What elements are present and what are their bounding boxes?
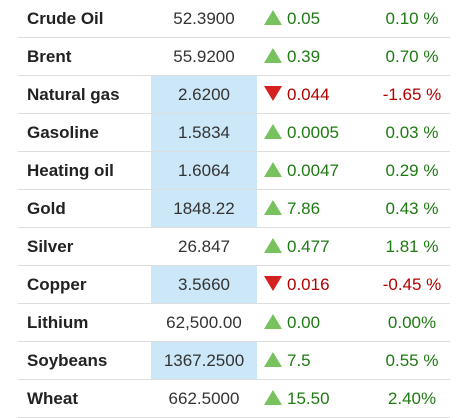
commodity-change: 0.05 xyxy=(257,0,374,38)
commodity-price: 55.9200 xyxy=(151,37,257,76)
change-value: 0.044 xyxy=(287,84,330,104)
commodity-change: 0.39 xyxy=(257,37,374,76)
triangle-up-icon xyxy=(264,161,282,177)
commodity-price: 62,500.00 xyxy=(151,303,257,342)
change-value: 0.00 xyxy=(287,312,321,332)
commodity-name[interactable]: Crude Oil xyxy=(18,0,151,38)
commodity-change: 0.477 xyxy=(257,227,374,266)
change-percent: 0.10 % xyxy=(374,0,450,38)
triangle-up-icon xyxy=(264,389,282,405)
triangle-up-icon xyxy=(264,9,282,25)
triangle-down-icon xyxy=(264,85,282,101)
commodity-price: 1.6064 xyxy=(151,151,257,190)
commodity-row[interactable]: Natural gas 2.6200 0.044 -1.65 % xyxy=(18,75,450,114)
commodity-row[interactable]: Soybeans 1367.2500 7.5 0.55 % xyxy=(18,341,450,380)
triangle-up-icon xyxy=(264,199,282,215)
commodity-name[interactable]: Gasoline xyxy=(18,113,151,152)
commodity-name[interactable]: Silver xyxy=(18,227,151,266)
change-value: 0.05 xyxy=(287,8,321,28)
commodity-change: 0.0005 xyxy=(257,113,374,152)
commodity-name[interactable]: Wheat xyxy=(18,379,151,418)
commodity-change: 0.0047 xyxy=(257,151,374,190)
commodity-price: 1848.22 xyxy=(151,189,257,228)
commodity-row[interactable]: Silver 26.847 0.477 1.81 % xyxy=(18,227,450,266)
change-value: 0.0005 xyxy=(287,122,339,142)
commodity-name[interactable]: Gold xyxy=(18,189,151,228)
commodity-row[interactable]: Gold 1848.22 7.86 0.43 % xyxy=(18,189,450,228)
change-percent: 0.29 % xyxy=(374,151,450,190)
triangle-up-icon xyxy=(264,47,282,63)
commodity-price: 3.5660 xyxy=(151,265,257,304)
commodity-change: 0.00 xyxy=(257,303,374,342)
change-percent: 2.40% xyxy=(374,379,450,418)
commodity-row[interactable]: Wheat 662.5000 15.50 2.40% xyxy=(18,379,450,418)
triangle-up-icon xyxy=(264,313,282,329)
commodity-name[interactable]: Heating oil xyxy=(18,151,151,190)
commodity-price: 1.5834 xyxy=(151,113,257,152)
change-percent: -0.45 % xyxy=(374,265,450,304)
change-value: 0.0047 xyxy=(287,160,339,180)
commodity-change: 0.044 xyxy=(257,75,374,114)
change-percent: 0.55 % xyxy=(374,341,450,380)
commodity-quotes-body: Crude Oil 52.3900 0.05 0.10 % Brent 55.9200 0.… xyxy=(18,0,450,418)
commodity-name[interactable]: Lithium xyxy=(18,303,151,342)
commodity-name[interactable]: Natural gas xyxy=(18,75,151,114)
commodity-price: 26.847 xyxy=(151,227,257,266)
triangle-down-icon xyxy=(264,275,282,291)
commodity-row[interactable]: Brent 55.9200 0.39 0.70 % xyxy=(18,37,450,76)
change-percent: 0.03 % xyxy=(374,113,450,152)
change-percent: -1.65 % xyxy=(374,75,450,114)
commodity-price: 662.5000 xyxy=(151,379,257,418)
commodity-row[interactable]: Copper 3.5660 0.016 -0.45 % xyxy=(18,265,450,304)
commodity-change: 15.50 xyxy=(257,379,374,418)
commodity-price: 2.6200 xyxy=(151,75,257,114)
commodity-row[interactable]: Crude Oil 52.3900 0.05 0.10 % xyxy=(18,0,450,38)
triangle-up-icon xyxy=(264,237,282,253)
triangle-up-icon xyxy=(264,351,282,367)
commodity-price: 1367.2500 xyxy=(151,341,257,380)
change-percent: 0.70 % xyxy=(374,37,450,76)
change-value: 0.39 xyxy=(287,46,321,66)
commodity-row[interactable]: Heating oil 1.6064 0.0047 0.29 % xyxy=(18,151,450,190)
commodity-change: 7.5 xyxy=(257,341,374,380)
change-value: 7.5 xyxy=(287,350,311,370)
commodity-change: 7.86 xyxy=(257,189,374,228)
commodity-price: 52.3900 xyxy=(151,0,257,38)
change-value: 7.86 xyxy=(287,198,321,218)
commodity-name[interactable]: Copper xyxy=(18,265,151,304)
change-value: 0.016 xyxy=(287,274,330,294)
change-percent: 1.81 % xyxy=(374,227,450,266)
change-percent: 0.00% xyxy=(374,303,450,342)
commodity-row[interactable]: Lithium 62,500.00 0.00 0.00% xyxy=(18,303,450,342)
commodity-row[interactable]: Gasoline 1.5834 0.0005 0.03 % xyxy=(18,113,450,152)
commodity-name[interactable]: Brent xyxy=(18,37,151,76)
commodity-name[interactable]: Soybeans xyxy=(18,341,151,380)
change-percent: 0.43 % xyxy=(374,189,450,228)
change-value: 15.50 xyxy=(287,388,330,408)
change-value: 0.477 xyxy=(287,236,330,256)
commodity-change: 0.016 xyxy=(257,265,374,304)
triangle-up-icon xyxy=(264,123,282,139)
commodity-quotes-table: Crude Oil 52.3900 0.05 0.10 % Brent 55.9200 0.… xyxy=(18,0,450,418)
